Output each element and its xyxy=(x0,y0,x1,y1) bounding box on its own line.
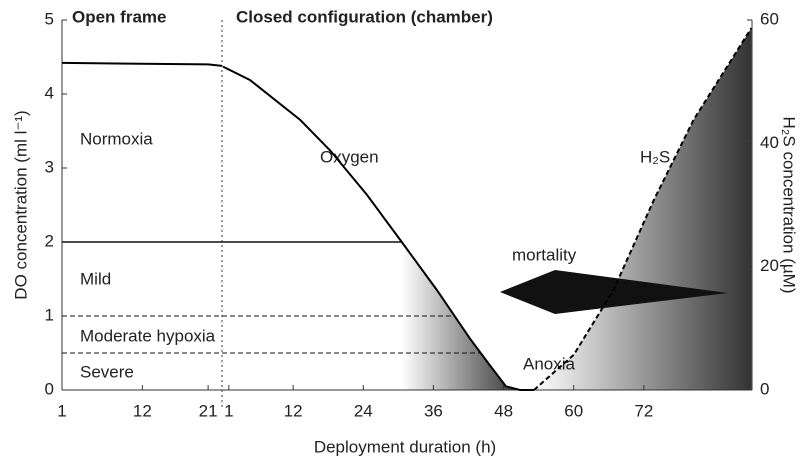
x-tick-label: 36 xyxy=(424,401,443,420)
x-tick-label: 21 xyxy=(199,401,218,420)
x-tick-label: 24 xyxy=(354,401,373,420)
y2-tick-label: 0 xyxy=(760,379,769,398)
y-tick-label: 5 xyxy=(45,9,54,28)
x-tick-label: 48 xyxy=(494,401,513,420)
x-tick-label: 12 xyxy=(133,401,152,420)
h2s-fill xyxy=(533,28,752,391)
x-tick-label: 12 xyxy=(284,401,303,420)
y-tick-label: 0 xyxy=(45,379,54,398)
x-axis-label: Deployment duration (h) xyxy=(314,437,496,456)
annotation: Moderate hypoxia xyxy=(80,326,216,345)
y2-tick-label: 20 xyxy=(760,256,779,275)
annotation: Severe xyxy=(80,362,134,381)
y2-tick-label: 40 xyxy=(760,133,779,152)
y2-tick-label: 60 xyxy=(760,9,779,28)
y2-axis-label: H₂S concentration (µM) xyxy=(780,116,799,293)
x-tick-label: 1 xyxy=(224,401,233,420)
phase-title: Open frame xyxy=(72,7,166,26)
line-series xyxy=(222,65,534,391)
series-label: H₂S xyxy=(640,147,670,166)
mortality-arrow xyxy=(500,270,728,314)
y-tick-label: 4 xyxy=(45,83,54,102)
x-tick-label: 1 xyxy=(57,401,66,420)
annotation: mortality xyxy=(512,245,577,264)
y-tick-label: 2 xyxy=(45,231,54,250)
annotation: Mild xyxy=(80,269,111,288)
y-tick-label: 3 xyxy=(45,157,54,176)
line-series xyxy=(61,61,223,67)
annotation: Anoxia xyxy=(523,354,576,373)
y-tick-label: 1 xyxy=(45,305,54,324)
x-tick-label: 60 xyxy=(564,401,583,420)
annotation: Normoxia xyxy=(80,129,153,148)
phase-title: Closed configuration (chamber) xyxy=(236,7,493,26)
x-tick-label: 72 xyxy=(634,401,653,420)
line-series xyxy=(533,27,753,391)
series-label: Oxygen xyxy=(320,147,379,166)
y-axis-label: DO concentration (ml l⁻¹) xyxy=(11,110,30,299)
